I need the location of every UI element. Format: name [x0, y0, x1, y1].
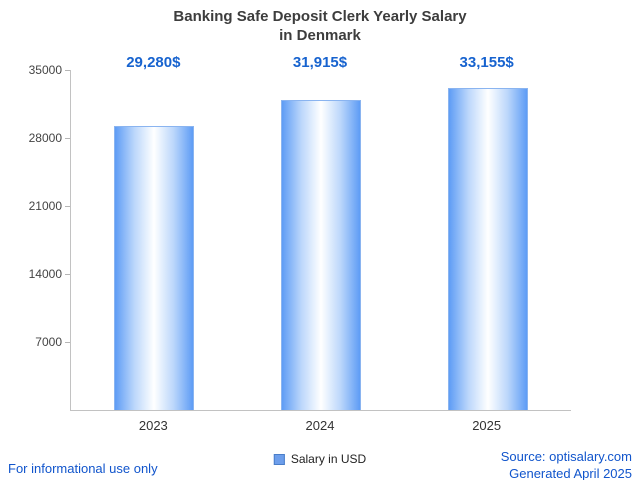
bar-2024 — [281, 99, 361, 410]
chart-title-line1: Banking Safe Deposit Clerk Yearly Salary — [173, 8, 467, 25]
legend-marker-icon — [273, 453, 285, 465]
y-axis-tick-mark — [65, 274, 70, 275]
x-axis-tick-label: 2023 — [138, 418, 168, 433]
x-axis-tick-label: 2024 — [305, 418, 335, 433]
x-axis-tick-label: 2025 — [472, 418, 502, 433]
bar-value-label: 29,280$ — [126, 54, 181, 71]
chart-title-line2: in Denmark — [279, 27, 361, 44]
y-axis-tick-label: 21000 — [28, 199, 62, 213]
bar-2025 — [447, 87, 528, 410]
y-axis-tick-mark — [65, 206, 70, 207]
informational-note-link[interactable]: For informational use only — [8, 461, 158, 476]
y-axis-tick-label: 7000 — [35, 335, 62, 349]
y-axis-tick-label: 28000 — [28, 131, 62, 145]
plot-area — [70, 70, 571, 411]
generated-date: Generated April 2025 — [509, 466, 632, 480]
legend-item-salary[interactable]: Salary in USD — [273, 452, 367, 466]
bar-value-label: 33,155$ — [459, 54, 514, 71]
y-axis-tick-mark — [65, 342, 70, 343]
chart-title: Banking Safe Deposit Clerk Yearly Salary… — [0, 7, 640, 45]
y-axis-tick-mark — [65, 138, 70, 139]
legend-label: Salary in USD — [290, 452, 367, 466]
bar-2023 — [114, 125, 195, 410]
y-axis-tick-label: 35000 — [28, 63, 62, 77]
source-block: Source: optisalary.com Generated April 2… — [501, 448, 632, 480]
source-link[interactable]: Source: optisalary.com — [500, 449, 632, 464]
bar-value-label: 31,915$ — [292, 54, 348, 71]
y-axis-tick-mark — [65, 70, 70, 71]
y-axis-tick-label: 14000 — [28, 267, 62, 281]
